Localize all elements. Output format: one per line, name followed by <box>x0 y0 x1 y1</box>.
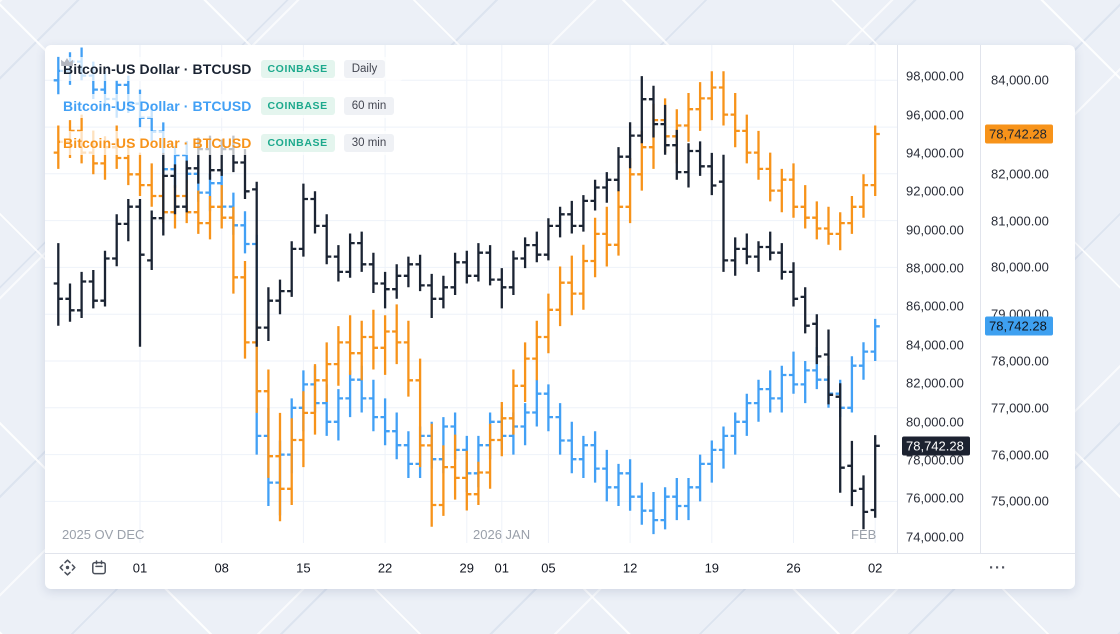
time-tick-label: 19 <box>704 560 720 575</box>
chart-legend: Bitcoin-US Dollar · BTCUSD COINBASE Dail… <box>60 57 404 155</box>
last-price-badge: 78,742.28 <box>985 316 1053 336</box>
month-label: 2025 OV DEC <box>62 527 145 542</box>
ohlc-chart-canvas[interactable] <box>45 45 897 553</box>
price-axis-overlay[interactable]: 84,000.00 82,000.00 81,000.00 80,000.00 79,0… <box>980 45 1076 553</box>
last-price-badge: 78,742.28 <box>985 124 1053 144</box>
chart-window: 2025 OV DEC 2026 JAN FEB Bitcoin-US Dollar… <box>45 45 1075 589</box>
time-tick-label: 22 <box>377 560 393 575</box>
price-tick-label: 98,000.00 <box>906 68 964 84</box>
month-label: FEB <box>851 527 877 542</box>
symbol-title-daily[interactable]: Bitcoin-US Dollar · BTCUSD <box>63 61 252 77</box>
time-tick-label: 15 <box>296 560 311 575</box>
price-tick-label: 80,000.00 <box>991 259 1049 275</box>
time-tick-label: 26 <box>786 560 801 575</box>
exchange-badge: COINBASE <box>260 60 335 78</box>
price-tick-label: 80,000.00 <box>906 414 964 430</box>
price-tick-label: 74,000.00 <box>906 529 964 545</box>
symbol-title-60min[interactable]: Bitcoin-US Dollar · BTCUSD <box>63 98 252 114</box>
last-price-badge: 78,742.28 <box>902 436 970 456</box>
time-axis[interactable]: 01 08 15 22 29 01 05 12 19 26 02 ··· <box>45 553 1075 581</box>
price-tick-label: 96,000.00 <box>906 107 964 122</box>
ohlc-series-30min <box>53 71 880 527</box>
exchange-badge: COINBASE <box>260 97 335 115</box>
legend-row-60min[interactable]: Bitcoin-US Dollar · BTCUSD COINBASE 60 m… <box>60 94 402 118</box>
chart-plot-area[interactable]: 2025 OV DEC 2026 JAN FEB Bitcoin-US Dollar… <box>45 45 897 553</box>
ohlc-series-Daily <box>53 76 880 530</box>
time-tick-label: 02 <box>867 560 883 575</box>
price-tick-label: 90,000.00 <box>906 222 964 238</box>
price-tick-label: 76,000.00 <box>906 490 964 506</box>
price-tick-label: 88,000.00 <box>906 260 964 276</box>
price-tick-label: 77,000.00 <box>991 400 1049 416</box>
legend-row-30min[interactable]: Bitcoin-US Dollar · BTCUSD COINBASE 30 m… <box>60 131 402 155</box>
interval-badge-30min: 30 min <box>343 134 395 152</box>
time-tick-label: 08 <box>214 560 229 575</box>
price-tick-label: 86,000.00 <box>906 298 964 314</box>
price-tick-label: 78,000.00 <box>991 353 1049 369</box>
price-tick-label: 84,000.00 <box>991 72 1049 88</box>
price-tick-label: 92,000.00 <box>906 183 964 199</box>
time-tick-label: 05 <box>541 560 556 575</box>
month-label: 2026 JAN <box>473 527 531 542</box>
scroll-position-button[interactable] <box>57 557 78 578</box>
time-tick-label: 29 <box>459 560 474 575</box>
price-tick-label: 75,000.00 <box>991 493 1049 509</box>
price-tick-label: 82,000.00 <box>991 166 1049 182</box>
go-to-date-button[interactable] <box>88 557 109 578</box>
time-tick-label: 12 <box>622 560 638 575</box>
price-tick-label: 81,000.00 <box>991 213 1049 229</box>
symbol-title-30min[interactable]: Bitcoin-US Dollar · BTCUSD <box>63 135 252 151</box>
time-tick-label: 01 <box>494 560 509 575</box>
price-tick-label: 78,000.00 <box>906 452 964 468</box>
price-tick-label: 94,000.00 <box>906 145 964 161</box>
legend-row-daily[interactable]: Bitcoin-US Dollar · BTCUSD COINBASE Dail… <box>60 57 404 81</box>
more-options-button[interactable]: ··· <box>989 559 1007 576</box>
interval-badge-daily: Daily <box>343 60 386 78</box>
price-tick-label: 82,000.00 <box>906 375 964 391</box>
price-tick-label: 76,000.00 <box>991 447 1049 463</box>
time-tick-label: 01 <box>132 560 148 575</box>
price-tick-label: 84,000.00 <box>906 337 964 353</box>
interval-badge-60min: 60 min <box>343 97 395 115</box>
exchange-badge: COINBASE <box>260 134 335 152</box>
time-axis-tools <box>57 557 109 578</box>
price-axis-daily[interactable]: 98,000.00 96,000.00 94,000.00 92,000.00 90,0… <box>897 45 981 553</box>
